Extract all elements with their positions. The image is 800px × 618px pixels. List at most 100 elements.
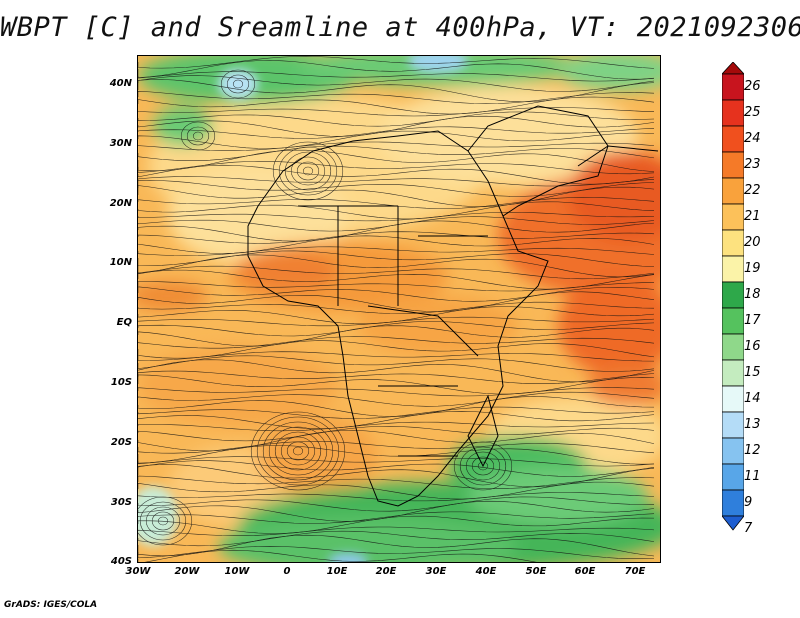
vortex-streamline xyxy=(262,421,334,481)
vortex-streamline xyxy=(459,446,507,486)
colorbar-swatch xyxy=(722,73,744,101)
colorbar-label: 7 xyxy=(744,521,753,536)
lon-label: 70E xyxy=(624,566,646,577)
streamline xyxy=(138,546,655,559)
vortex-streamline xyxy=(226,74,250,94)
country-boundaries xyxy=(247,105,659,507)
colorbar-label: 25 xyxy=(744,105,761,120)
vortex-streamline xyxy=(180,121,216,151)
vortex-streamline xyxy=(186,126,210,146)
streamline xyxy=(138,111,655,127)
vortex-streamline xyxy=(250,411,346,491)
lon-label: 50E xyxy=(525,566,547,577)
vortex-streamline xyxy=(138,496,193,546)
lon-label: 10W xyxy=(224,566,250,577)
colorbar-label: 14 xyxy=(744,391,761,406)
vortex-streamline xyxy=(139,501,187,541)
map-panel xyxy=(137,55,661,563)
vortex-streamline xyxy=(232,79,244,89)
colorbar-swatch xyxy=(722,125,744,153)
colorbar xyxy=(722,62,744,531)
colorbar-label: 9 xyxy=(744,495,753,510)
streamline xyxy=(138,351,655,362)
streamline xyxy=(138,254,655,278)
streamline xyxy=(138,336,655,349)
colorbar-swatch xyxy=(722,359,744,387)
streamline xyxy=(138,445,655,465)
vortex-streamline xyxy=(280,436,316,466)
colorbar-bottom-arrow xyxy=(722,515,744,531)
lon-label: 30E xyxy=(425,566,447,577)
wbpt-field-map xyxy=(138,56,660,562)
colorbar-swatch xyxy=(722,489,744,517)
colorbar-label: 22 xyxy=(744,183,761,198)
vortex-streamline xyxy=(151,511,175,531)
streamline xyxy=(138,71,655,82)
streamline xyxy=(138,391,655,407)
streamline xyxy=(138,180,655,197)
streamline xyxy=(138,212,655,222)
streamline xyxy=(138,340,655,359)
colorbar-label: 19 xyxy=(744,261,761,276)
streamline xyxy=(138,387,655,397)
vortex-streamline xyxy=(220,69,256,99)
streamline xyxy=(138,325,655,347)
colorbar-swatch xyxy=(722,151,744,179)
colorbar-label: 17 xyxy=(744,313,761,328)
lon-label: 30W xyxy=(125,566,151,577)
lat-label: 10N xyxy=(109,257,132,268)
lon-label: 0 xyxy=(283,566,291,577)
colorbar-label: 23 xyxy=(744,157,761,172)
colorbar-swatch xyxy=(722,281,744,309)
vortex-streamline xyxy=(471,456,495,476)
vortex-streamline xyxy=(268,426,328,476)
colorbar-label: 15 xyxy=(744,365,761,380)
streamline xyxy=(138,197,655,209)
streamline xyxy=(138,370,655,384)
streamline xyxy=(138,250,655,267)
colorbar-swatch xyxy=(722,307,744,335)
vortex-streamline xyxy=(157,516,169,526)
lon-label: 60E xyxy=(574,566,596,577)
vortex-streamline xyxy=(272,141,344,201)
streamline xyxy=(138,515,655,534)
colorbar-label: 13 xyxy=(744,417,761,432)
lat-label: 20N xyxy=(109,198,132,209)
colorbar-label: 21 xyxy=(744,209,761,224)
streamline xyxy=(138,406,655,419)
lat-label: 30S xyxy=(110,497,132,508)
streamline xyxy=(138,411,655,429)
colorbar-swatch xyxy=(722,463,744,491)
streamline xyxy=(138,291,655,312)
colorbar-swatch xyxy=(722,177,744,205)
streamline xyxy=(138,374,655,395)
vortex-streamline xyxy=(256,416,340,486)
streamline xyxy=(138,145,655,161)
vortex-streamline xyxy=(465,451,501,481)
streamline xyxy=(138,441,655,454)
streamline xyxy=(138,549,537,562)
streamline xyxy=(138,91,655,104)
colorbar-swatch xyxy=(722,203,744,231)
streamline xyxy=(138,235,655,254)
streamline xyxy=(138,359,655,383)
lon-label: 20E xyxy=(375,566,397,577)
streamlines xyxy=(138,56,655,562)
colorbar-swatch xyxy=(722,333,744,361)
lat-label: 40N xyxy=(109,78,132,89)
vortex-streamline xyxy=(290,156,326,186)
colorbar-label: 24 xyxy=(744,131,761,146)
colorbar-label: 18 xyxy=(744,287,761,302)
streamline xyxy=(138,164,655,185)
streamline xyxy=(138,481,655,500)
streamline xyxy=(138,56,655,69)
streamline xyxy=(138,456,655,467)
vortex-streamline xyxy=(284,151,332,191)
streamline xyxy=(138,141,655,151)
streamline xyxy=(138,231,655,244)
streamline xyxy=(138,426,655,442)
streamline xyxy=(138,316,655,327)
vortex-streamline xyxy=(292,446,304,456)
streamline xyxy=(138,355,655,372)
vortex-streamline xyxy=(302,166,314,176)
